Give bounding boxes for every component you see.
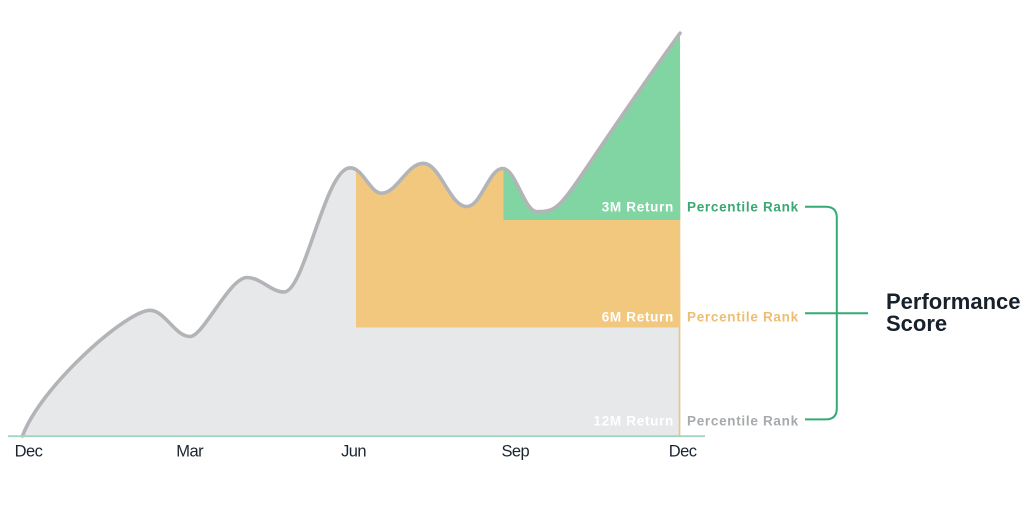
svg-text:Performance: Performance — [886, 289, 1021, 314]
svg-text:3M Return: 3M Return — [602, 200, 674, 215]
svg-text:Dec: Dec — [669, 442, 697, 460]
svg-text:Percentile Rank: Percentile Rank — [687, 413, 799, 428]
svg-text:Percentile Rank: Percentile Rank — [687, 200, 799, 215]
svg-text:12M Return: 12M Return — [593, 413, 674, 428]
svg-text:6M Return: 6M Return — [602, 310, 674, 325]
svg-text:Jun: Jun — [341, 442, 366, 460]
svg-text:Percentile Rank: Percentile Rank — [687, 310, 799, 325]
svg-text:Dec: Dec — [15, 442, 43, 460]
svg-text:Mar: Mar — [176, 442, 204, 460]
svg-text:Sep: Sep — [501, 442, 529, 460]
svg-text:Score: Score — [886, 311, 947, 336]
